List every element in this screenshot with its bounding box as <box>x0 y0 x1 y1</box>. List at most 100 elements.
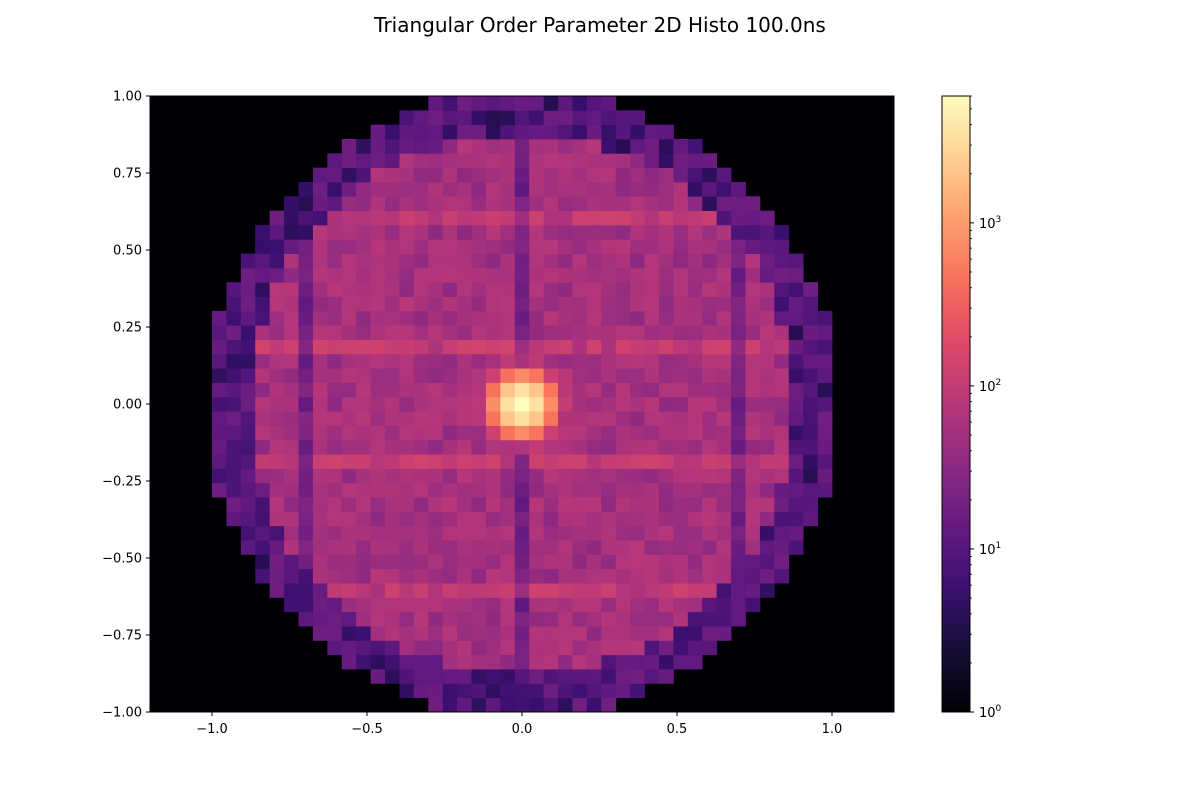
heatmap-cell <box>601 181 617 197</box>
heatmap-cell <box>413 568 429 584</box>
heatmap-cell <box>586 138 602 154</box>
heatmap-cell <box>702 210 718 226</box>
heatmap-cell <box>673 239 689 254</box>
heatmap-cell <box>673 196 689 212</box>
heatmap-cell <box>370 597 386 613</box>
heatmap-cell <box>428 310 444 326</box>
heatmap-cell <box>687 353 703 369</box>
heatmap-cell <box>788 353 804 369</box>
heatmap-cell <box>284 353 299 369</box>
heatmap-cell <box>269 296 285 312</box>
heatmap-cell <box>385 253 400 269</box>
heatmap-cell <box>788 267 804 283</box>
heatmap-cell <box>284 224 299 240</box>
heatmap-cell <box>529 253 545 269</box>
heatmap-cell <box>212 439 227 455</box>
heatmap-cell <box>774 282 790 297</box>
heatmap-cell <box>731 454 746 469</box>
heatmap-cell <box>385 353 400 369</box>
heatmap-cell <box>572 669 588 684</box>
heatmap-cell <box>716 454 732 469</box>
heatmap-cell <box>485 597 501 613</box>
heatmap-cell <box>399 167 415 183</box>
heatmap-cell <box>543 511 559 527</box>
heatmap-cell <box>615 267 631 283</box>
heatmap-cell <box>644 669 660 684</box>
heatmap-cell <box>399 181 415 197</box>
heatmap-cell <box>716 497 732 512</box>
heatmap-cell <box>442 540 458 555</box>
heatmap-cell <box>385 425 400 441</box>
heatmap-cell <box>312 210 328 226</box>
heatmap-cell <box>658 210 674 226</box>
heatmap-cell <box>702 382 718 398</box>
heatmap-cell <box>529 454 545 469</box>
heatmap-cell <box>370 224 386 240</box>
heatmap-cell <box>529 124 545 140</box>
heatmap-cell <box>428 597 444 613</box>
heatmap-cell <box>687 282 703 297</box>
heatmap-cell <box>312 282 328 297</box>
heatmap-cell <box>255 454 271 469</box>
heatmap-cell <box>572 196 588 212</box>
heatmap-cell <box>601 439 617 455</box>
heatmap-cell <box>716 282 732 297</box>
heatmap-cell <box>558 425 573 441</box>
heatmap-cell <box>615 253 631 269</box>
heatmap-cell <box>572 497 588 512</box>
heatmap-cell <box>716 468 732 484</box>
heatmap-cell <box>312 325 328 340</box>
heatmap-cell <box>529 339 545 355</box>
heatmap-cell <box>284 325 299 340</box>
heatmap-cell <box>543 138 559 154</box>
heatmap-cell <box>341 310 357 326</box>
heatmap-cell <box>702 282 718 297</box>
heatmap-cell <box>341 382 357 398</box>
colorbar-tick-label: 103 <box>979 215 1001 232</box>
y-tick-label: 0.00 <box>113 398 142 413</box>
heatmap-cell <box>385 439 400 455</box>
heatmap-cell <box>341 640 357 656</box>
heatmap-cell <box>529 239 545 254</box>
heatmap-cell <box>399 239 415 254</box>
heatmap-cell <box>745 554 761 570</box>
heatmap-cell <box>529 382 545 398</box>
heatmap-cell <box>356 310 372 326</box>
heatmap-cell <box>341 525 357 541</box>
heatmap-cell <box>442 482 458 498</box>
heatmap-cell <box>255 396 271 412</box>
heatmap-cell <box>731 583 746 598</box>
heatmap-cell <box>500 697 516 713</box>
heatmap-cell <box>687 497 703 512</box>
heatmap-cell <box>543 611 559 627</box>
heatmap-cell <box>341 396 357 412</box>
heatmap-cell <box>658 525 674 541</box>
heatmap-cell <box>226 325 242 340</box>
heatmap-cell <box>226 310 242 326</box>
heatmap-cell <box>716 482 732 498</box>
heatmap-cell <box>644 224 660 240</box>
heatmap-cell <box>370 339 386 355</box>
heatmap-cell <box>601 325 617 340</box>
heatmap-cell <box>630 626 645 641</box>
heatmap-cell <box>572 153 588 169</box>
heatmap-cell <box>471 138 487 154</box>
heatmap-cell <box>500 96 516 111</box>
heatmap-cell <box>687 167 703 183</box>
heatmap-cell <box>500 382 516 398</box>
colorbar-tick-label: 101 <box>979 541 1001 558</box>
heatmap-cell <box>644 396 660 412</box>
heatmap-cell <box>399 554 415 570</box>
heatmap-cell <box>500 153 516 169</box>
heatmap-cell <box>702 511 718 527</box>
heatmap-cell <box>759 224 775 240</box>
heatmap-cell <box>644 138 660 154</box>
heatmap-cell <box>543 669 559 684</box>
heatmap-cell <box>341 454 357 469</box>
heatmap-cell <box>413 224 429 240</box>
heatmap-cell <box>284 239 299 254</box>
heatmap-cell <box>558 339 573 355</box>
heatmap-cell <box>529 396 545 412</box>
heatmap-cell <box>731 181 746 197</box>
heatmap-cell <box>601 196 617 212</box>
